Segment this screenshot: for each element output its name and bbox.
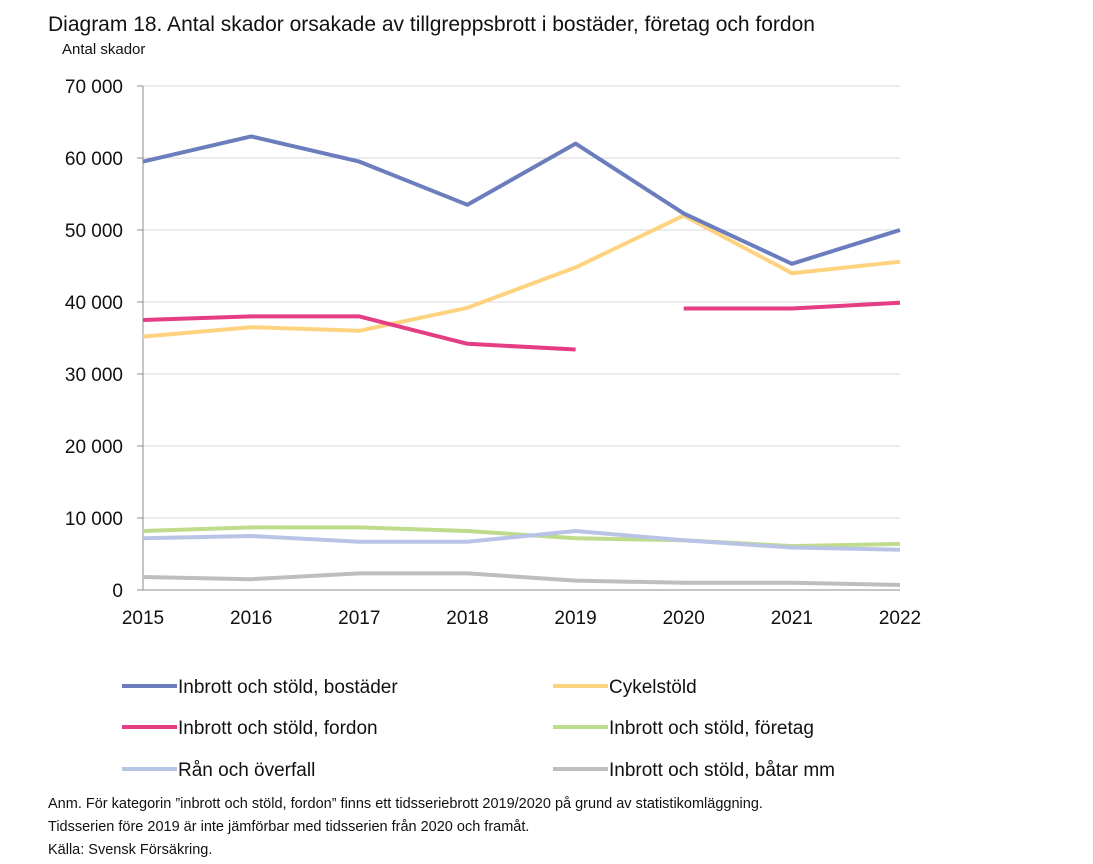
legend-label-3: Inbrott och stöld, företag [609,718,814,739]
y-tick-label: 20 000 [65,437,123,458]
legend-label-5: Inbrott och stöld, båtar mm [609,760,835,781]
y-tick-label: 40 000 [65,293,123,314]
series-line-0 [142,134,901,266]
x-tick-label: 2017 [338,608,380,629]
x-tick-label: 2016 [230,608,272,629]
legend-label-0: Inbrott och stöld, bostäder [178,677,398,698]
footnote-remark-continued: Tidsserien före 2019 är inte jämförbar m… [48,819,530,835]
legend: Inbrott och stöld, bostäder Cykelstöld Inb… [122,677,835,781]
legend-label-4: Rån och överfall [178,760,315,781]
x-tick-label: 2021 [771,608,813,629]
chart-title: Diagram 18. Antal skador orsakade av til… [48,13,815,36]
series-line-6 [683,300,901,311]
y-tick-label: 30 000 [65,365,123,386]
x-tick-labels: 2015 2016 2017 2018 2019 2020 2021 2022 [122,608,921,629]
series-lines [142,134,901,587]
y-tick-label: 60 000 [65,149,123,170]
x-tick-label: 2022 [879,608,921,629]
series-line-2 [142,314,576,352]
series-line-1 [142,213,901,339]
gridlines [137,85,900,591]
y-tick-label: 10 000 [65,509,123,530]
y-tick-label: 50 000 [65,221,123,242]
y-tick-labels: 0 10 000 20 000 30 000 40 000 50 000 60 000 70 … [65,77,123,602]
footnote-remark: Anm. För kategorin ”inbrott och stöld, f… [48,796,763,812]
y-axis-label: Antal skador [62,41,146,58]
y-tick-label: 70 000 [65,77,123,98]
series-line-5 [142,571,901,587]
legend-label-1: Cykelstöld [609,677,697,698]
y-tick-label: 0 [112,581,123,602]
legend-label-2: Inbrott och stöld, fordon [178,718,378,739]
x-tick-label: 2020 [663,608,705,629]
x-tick-label: 2019 [554,608,596,629]
footnote-source: Källa: Svensk Försäkring. [48,842,213,858]
x-tick-label: 2015 [122,608,164,629]
x-tick-label: 2018 [446,608,488,629]
series-line-4 [142,529,901,552]
